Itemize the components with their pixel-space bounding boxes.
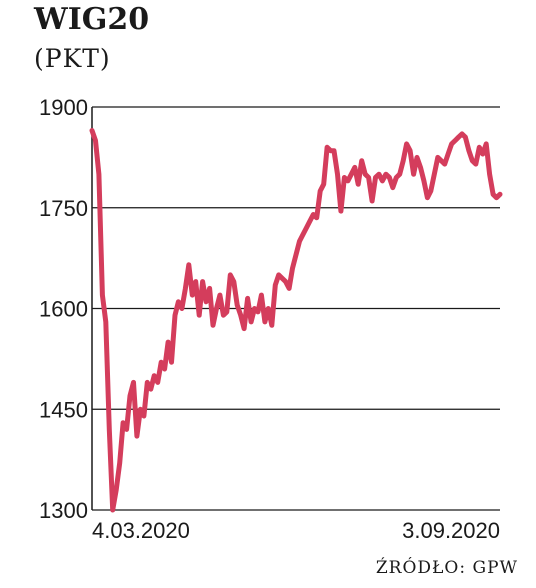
y-tick-label: 1300: [39, 498, 88, 523]
grid-layer: [91, 106, 500, 511]
x-tick-label-end: 3.09.2020: [402, 518, 500, 543]
x-tick-label-start: 4.03.2020: [92, 518, 190, 543]
series-layer: [89, 128, 503, 513]
y-tick-label: 1900: [39, 95, 88, 120]
source-note: ŹRÓDŁO: GPW: [375, 558, 518, 578]
y-tick-label: 1600: [39, 297, 88, 322]
y-tick-label: 1750: [39, 196, 88, 221]
y-axis-ticks: 1900 1750 1600 1450 1300: [39, 95, 88, 523]
x-axis-ticks: 4.03.2020 3.09.2020: [92, 518, 500, 543]
series-line: [89, 128, 503, 513]
y-tick-label: 1450: [39, 397, 88, 422]
chart-unit-label: (PKT): [34, 44, 111, 73]
chart-title: WIG20: [34, 2, 150, 37]
